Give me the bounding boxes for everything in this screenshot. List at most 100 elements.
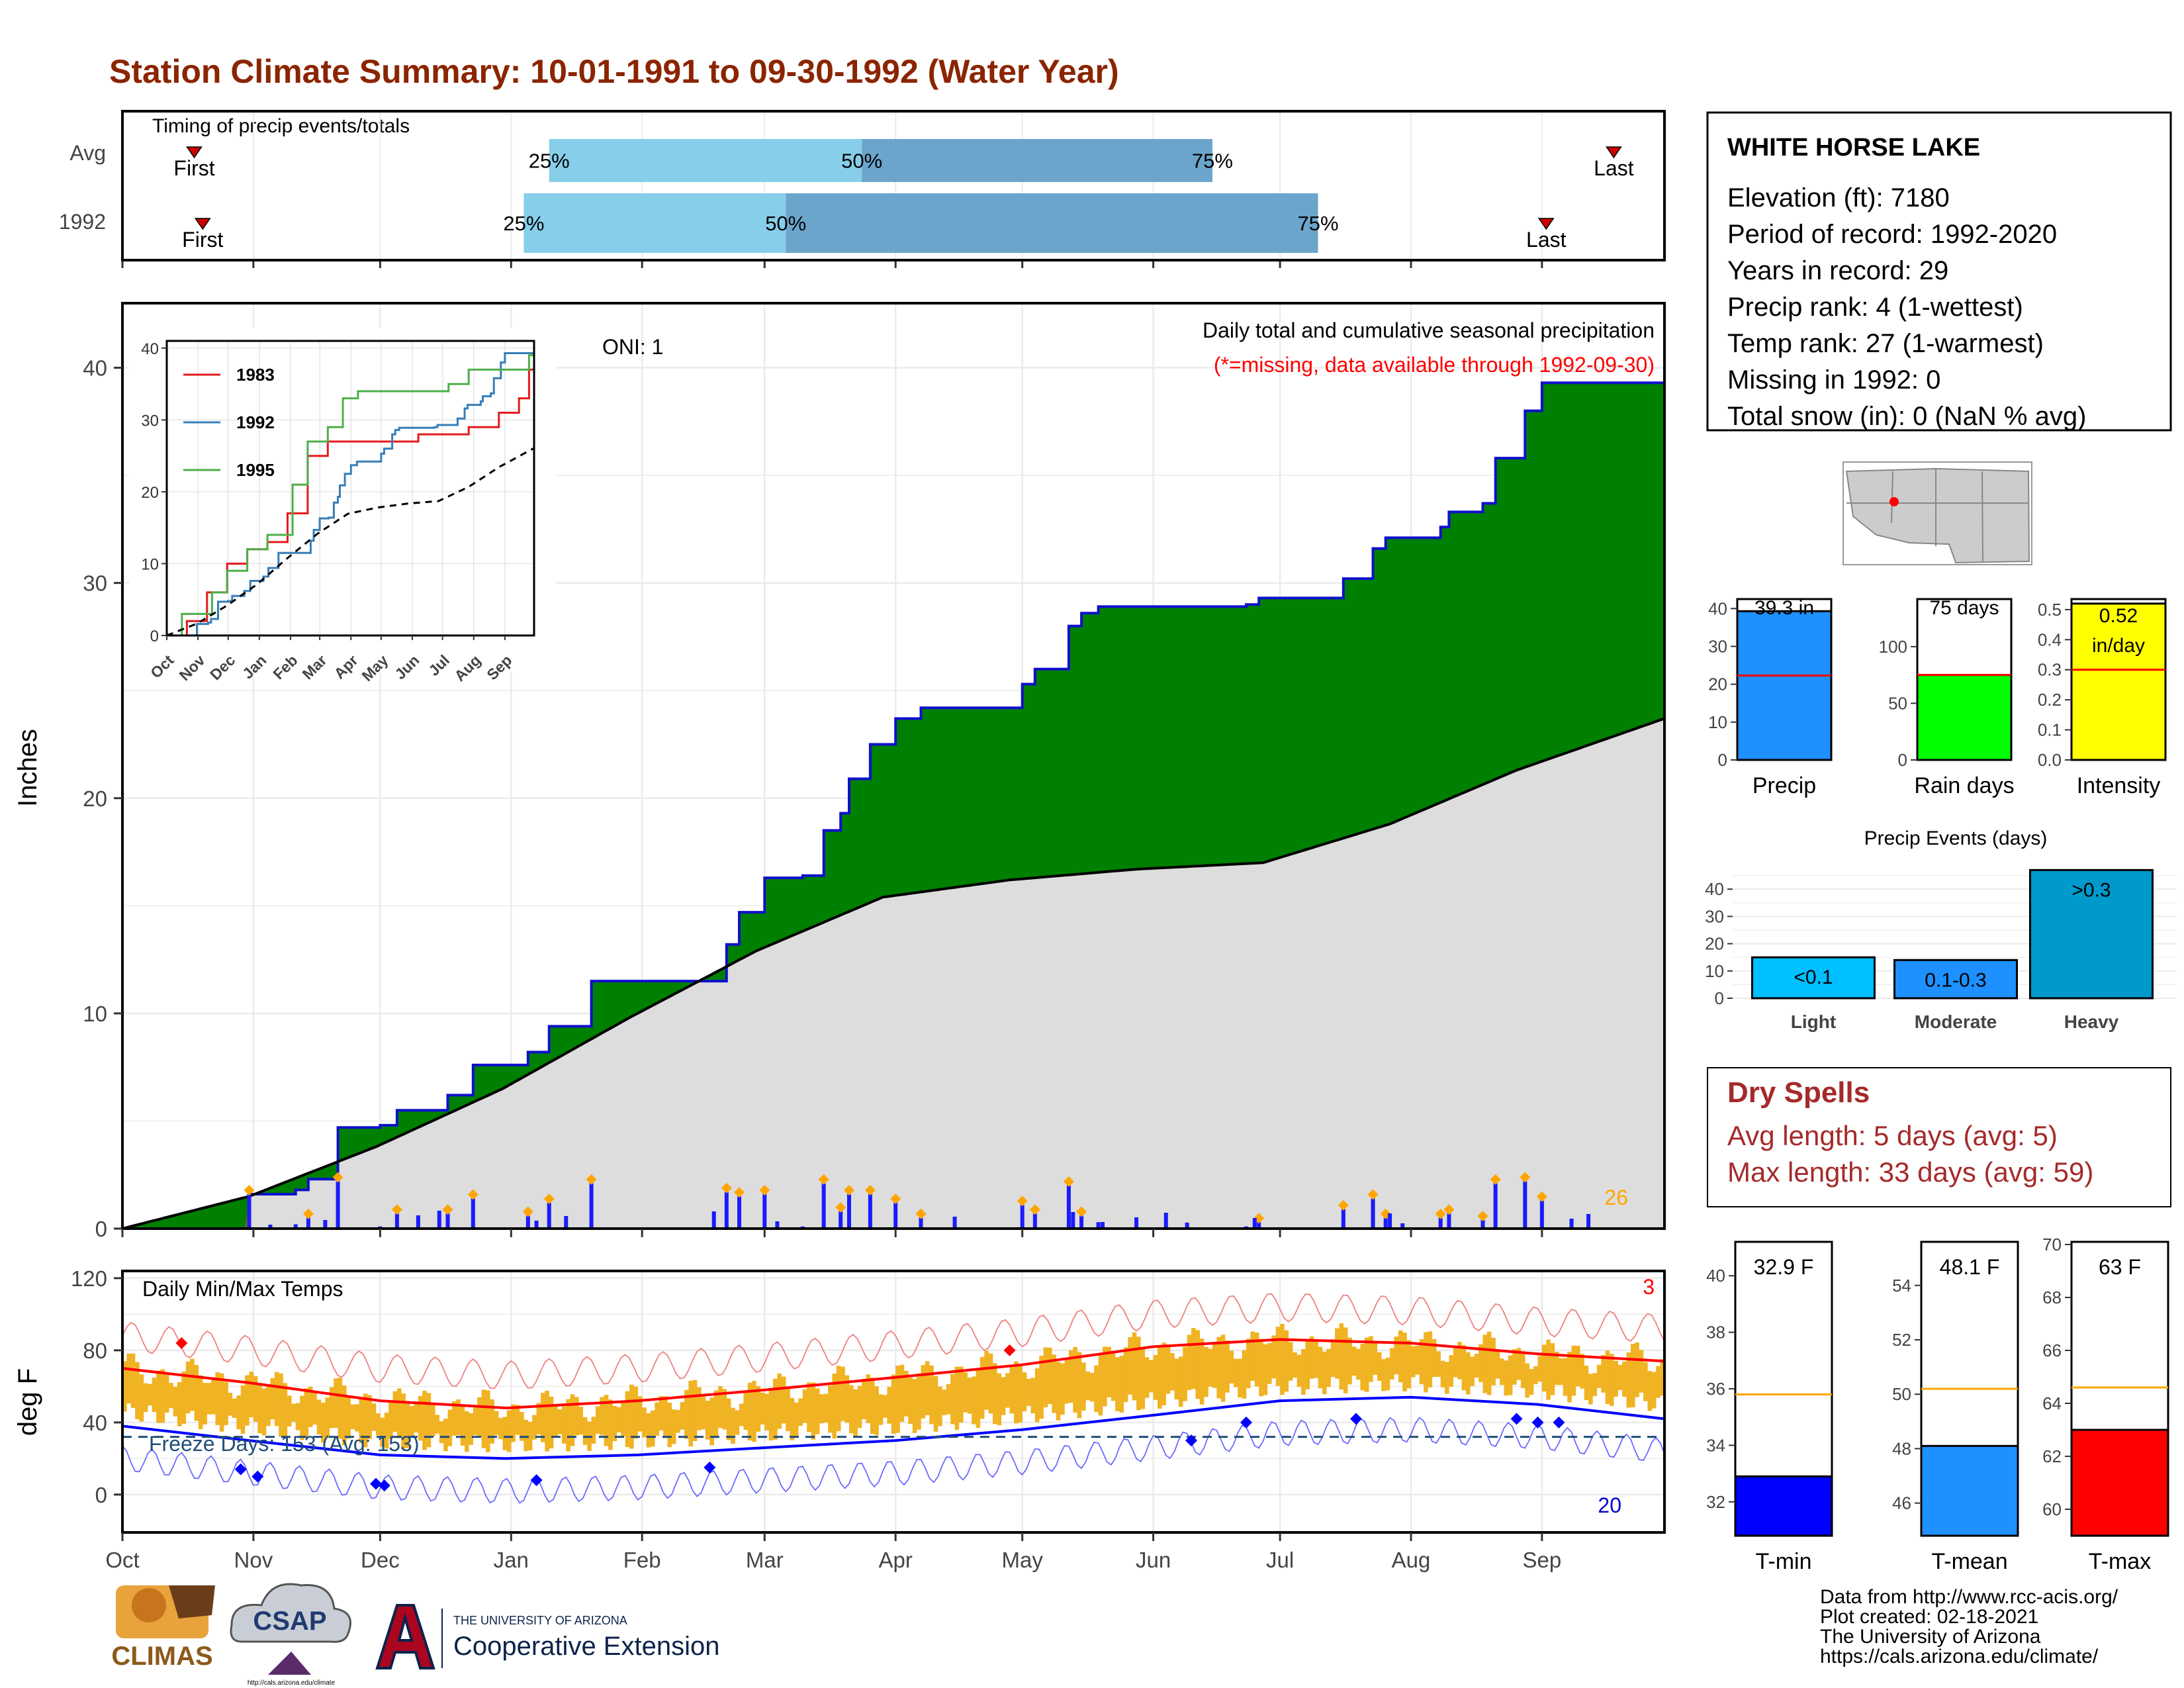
daily-temp-bar [1225,1340,1230,1393]
daily-temp-bar [1165,1345,1171,1394]
precip-note-missing: (*=missing, data available through 1992-… [1214,353,1655,377]
daily-temp-bar [1343,1327,1348,1393]
daily-precip-bars [244,1172,1591,1229]
daily-temp-bar [1094,1365,1099,1413]
daily-precip-bar [839,1211,843,1229]
daily-temp-bar [1479,1344,1483,1382]
daily-temp-bar [527,1421,533,1450]
ua-a-mark [375,1604,435,1669]
temp-ytick-label: 120 [71,1266,107,1291]
daily-temp-bar [490,1399,494,1444]
daily-temp-bar [844,1375,850,1423]
summary-precip-tick-label: 0 [1718,750,1727,770]
daily-temp-bar [1026,1378,1031,1406]
daily-precip-bar [919,1217,923,1229]
timing-last-marker [1605,146,1622,159]
daily-temp-bar [346,1397,351,1439]
avg-cumulative-area [122,718,1664,1229]
daily-temp-bar [338,1378,343,1439]
daily-temp-bar [790,1397,795,1440]
daily-temp-bar [600,1397,604,1436]
record-min-line [122,1417,1665,1504]
daily-temp-bar [553,1405,558,1438]
temp-panel-label: Daily Min/Max Temps [142,1277,343,1301]
daily-temp-bar [984,1350,989,1410]
daily-temp-bar [122,1361,127,1412]
daily-temp-bar [1457,1342,1462,1380]
daily-temp-bar [637,1396,643,1432]
daily-temp-bar [511,1404,516,1442]
events-ytick-label: 30 [1705,906,1724,926]
heavy-event-marker [302,1208,314,1219]
heavy-event-marker [522,1206,533,1217]
daily-temp-bar [126,1353,131,1404]
month-x-axis: Oct Nov Dec Jan Feb Mar Apr May Jun Jul Aug Sep [105,1229,1561,1572]
daily-precip-bar [1523,1181,1527,1229]
daily-temp-bar [396,1388,402,1438]
event-category-label: Light [1791,1011,1836,1032]
daily-temp-bar [211,1377,216,1415]
csap-hills [268,1652,311,1675]
station-info-box: WHITE HORSE LAKE Elevation (ft): 7180 Pe… [1706,111,2172,432]
daily-temp-bar [414,1403,419,1433]
daily-temp-bar [473,1407,478,1436]
daily-temp-bar [1115,1357,1120,1411]
daily-temp-bar [1436,1351,1441,1377]
daily-precip-bar [1032,1213,1037,1229]
daily-temp-bar [1022,1372,1027,1412]
summary-t-min-label: T-min [1756,1549,1812,1574]
heavy-event-marker [244,1184,255,1196]
timing-bar-q1 [523,193,786,253]
daily-temp-bar [1617,1364,1623,1390]
daily-temp-bar [443,1419,448,1452]
event-bar-label: >0.3 [2071,879,2111,901]
daily-temp-bar [1183,1346,1187,1401]
summary-t-mean-tick-label: 48 [1892,1438,1911,1458]
heavy-event-marker [734,1187,745,1198]
daily-temp-bar [1178,1356,1183,1407]
daily-temp-bar [451,1401,457,1436]
heavy-event-marker [843,1184,854,1196]
daily-temp-bar [249,1372,254,1418]
daily-temp-bar [836,1366,841,1432]
daily-temp-bar [1132,1332,1137,1401]
daily-temp-bar [1048,1347,1052,1405]
record-low-marker [1510,1413,1523,1425]
daily-precip-bar [1079,1215,1084,1229]
daily-temp-bar [1559,1358,1564,1385]
daily-temp-bar [756,1386,761,1432]
daily-temp-bar [832,1374,837,1439]
timing-row-label-avg: Avg [69,141,106,165]
avg-max-line [122,1338,1665,1410]
daily-temp-bar [266,1385,271,1427]
heavy-event-marker [1029,1204,1040,1215]
daily-precip-bar [1539,1200,1544,1229]
daily-precip-bar [1163,1213,1168,1229]
daily-temp-bar [523,1419,529,1452]
daily-temp-bar [786,1387,790,1432]
daily-temp-bar [1161,1342,1166,1405]
daily-temp-bar [582,1417,588,1445]
ua-logo: THE UNIVERSITY OF ARIZONA Cooperative Ex… [375,1604,719,1669]
temp-summary-value-label: 32.9 F [1754,1255,1814,1279]
daily-temp-bar [1157,1346,1162,1409]
record-low-marker [1185,1434,1198,1447]
daily-temp-bar [334,1378,338,1429]
daily-temp-bar [1123,1347,1128,1403]
daily-temp-bar [540,1393,545,1442]
daily-temp-bar [392,1391,398,1432]
daily-temp-bar [794,1402,799,1437]
daily-temp-bar [1440,1360,1445,1387]
daily-precip-bar [846,1194,851,1229]
inset-ytick-label: 0 [150,628,159,645]
daily-precip-bar [711,1211,716,1229]
daily-precip-bar [293,1224,298,1229]
daily-temp-bar [1410,1346,1416,1378]
record-high-marker [175,1336,188,1349]
daily-precip-bar [868,1194,872,1229]
daily-temp-bar [228,1392,233,1416]
daily-temp-bar [1660,1359,1665,1396]
record-low-marker [704,1461,716,1474]
daily-temp-bar [130,1353,136,1408]
